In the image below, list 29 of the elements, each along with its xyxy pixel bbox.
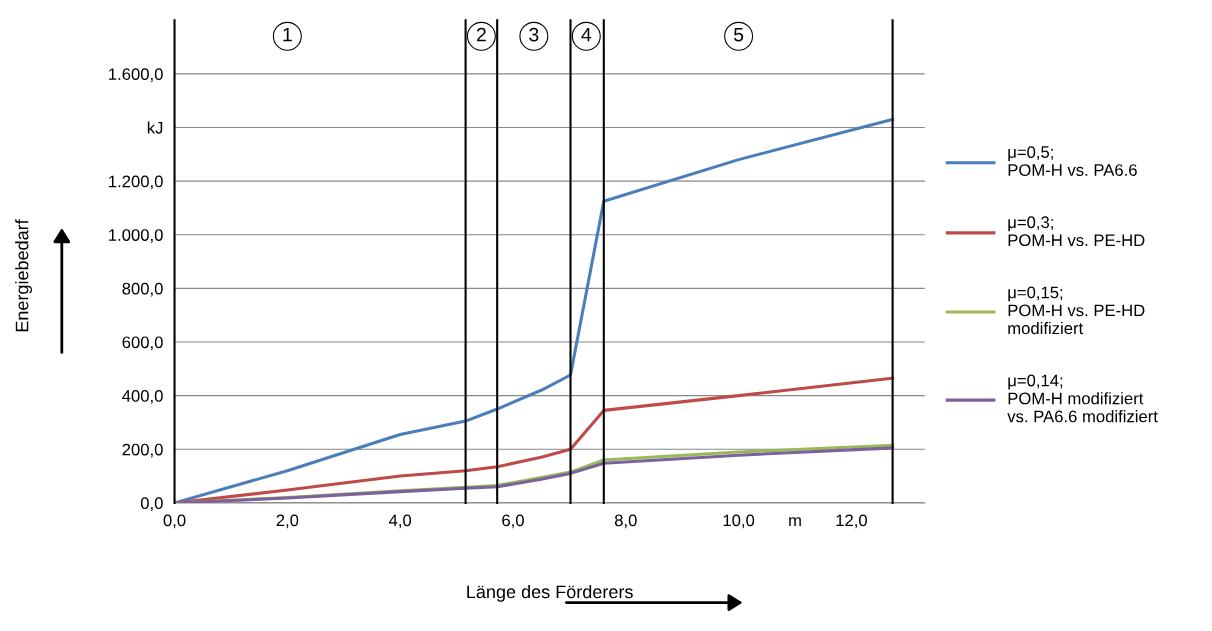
annotation: 5 xyxy=(733,27,744,42)
x-tick-label: 8,0 xyxy=(614,514,637,529)
x-axis-title: Länge des Förderers xyxy=(467,584,633,602)
annotation: 1 xyxy=(283,27,292,42)
x-tick-label: 10,0 xyxy=(723,514,755,529)
y-tick-label: 800,0 xyxy=(122,282,163,297)
y-tick-label: 1.600,0 xyxy=(109,68,163,82)
x-tick-label: 0,0 xyxy=(163,514,186,529)
y-tick-label: 0,0 xyxy=(140,497,163,512)
line-series xyxy=(174,117,895,503)
y-tick-label: 1.200,0 xyxy=(109,175,163,190)
legend-label: μ=0,5; POM-H vs. PA6.6 xyxy=(1008,146,1137,176)
x-tick-label: 2,0 xyxy=(276,514,299,529)
x-tick-label: 12,0 xyxy=(836,514,867,529)
y-tick-label: 400,0 xyxy=(122,390,163,404)
annotation: 2 xyxy=(476,27,486,42)
x-tick-label: 4,0 xyxy=(388,514,412,529)
x-tick-label: 6,0 xyxy=(502,514,524,529)
y-tick-label: 600,0 xyxy=(122,336,163,351)
x-tick-label: m xyxy=(789,517,801,527)
y-axis-title: Energiebedarf xyxy=(15,219,32,332)
legend-label: μ=0,3; POM-H vs. PE-HD xyxy=(1008,216,1145,247)
legend-label: μ=0,15; POM-H vs. PE-HD modifiziert xyxy=(1008,286,1145,335)
y-tick-label: kJ xyxy=(147,121,163,134)
y-tick-label: 1.000,0 xyxy=(109,229,163,243)
annotation: 4 xyxy=(581,27,592,42)
legend-label: μ=0,14; POM-H modifiziert vs. PA6.6 modifiziert xyxy=(1007,374,1158,423)
y-tick-label: 200,0 xyxy=(122,443,163,458)
annotation: 3 xyxy=(529,27,539,42)
